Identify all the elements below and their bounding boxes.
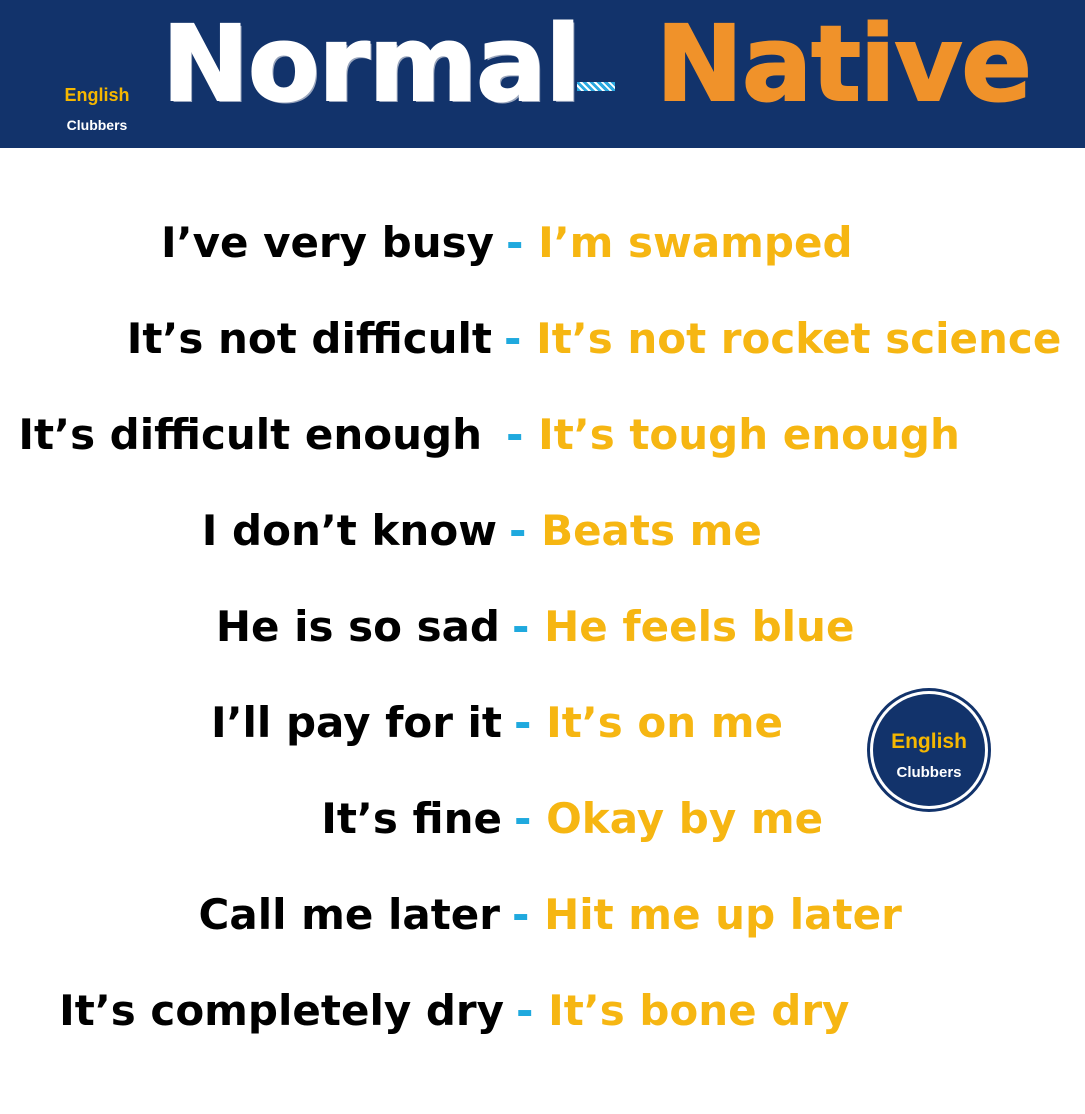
native-phrase: Hit me up later	[544, 890, 902, 939]
native-phrase: It’s on me	[546, 698, 783, 747]
normal-phrase: It’s completely dry	[59, 986, 504, 1035]
normal-phrase: I’ve very busy	[161, 218, 494, 267]
phrase-row: He is so sad - He feels blue	[0, 597, 1085, 657]
english-clubbers-badge: English Clubbers	[873, 694, 985, 806]
normal-phrase: He is so sad	[215, 602, 500, 651]
separator-dash: -	[506, 410, 524, 459]
badge-text-english: English	[891, 730, 967, 753]
title-dash-icon	[577, 82, 615, 91]
native-phrase: He feels blue	[544, 602, 855, 651]
normal-phrase: It’s fine	[321, 794, 502, 843]
native-phrase: I’m swamped	[538, 218, 853, 267]
brand-logo-english: English	[64, 85, 130, 105]
separator-dash: -	[509, 506, 527, 555]
phrase-row: It’s fine - Okay by me	[0, 789, 1085, 849]
separator-dash: -	[506, 218, 524, 267]
title-native: Native	[655, 3, 1033, 125]
native-phrase: It’s bone dry	[548, 986, 850, 1035]
title-normal: Normal	[161, 3, 582, 125]
separator-dash: -	[512, 602, 530, 651]
phrase-row: I’ll pay for it - It’s on me	[0, 693, 1085, 753]
phrase-row: It’s not difficult - It’s not rocket sci…	[0, 309, 1085, 369]
native-phrase: Okay by me	[546, 794, 824, 843]
separator-dash: -	[512, 890, 530, 939]
native-phrase: It’s tough enough	[538, 410, 960, 459]
normal-phrase: I don’t know	[201, 506, 497, 555]
separator-dash: -	[514, 698, 532, 747]
phrase-row: It’s difficult enough - It’s tough enoug…	[0, 405, 1085, 465]
phrase-row: Call me later - Hit me up later	[0, 885, 1085, 945]
native-phrase: It’s not rocket science	[536, 314, 1062, 363]
separator-dash: -	[504, 314, 522, 363]
brand-logo-clubbers: Clubbers	[66, 117, 128, 133]
badge-text-clubbers: Clubbers	[896, 764, 962, 781]
separator-dash: -	[516, 986, 534, 1035]
normal-phrase: Call me later	[198, 890, 500, 939]
separator-dash: -	[514, 794, 532, 843]
normal-phrase: I’ll pay for it	[210, 698, 502, 747]
phrase-row: I don’t know - Beats me	[0, 501, 1085, 561]
phrase-row: It’s completely dry - It’s bone dry	[0, 981, 1085, 1041]
native-phrase: Beats me	[541, 506, 762, 555]
header-banner: English Clubbers Normal Native	[0, 0, 1085, 148]
normal-phrase: It’s not difficult	[126, 314, 492, 363]
normal-phrase: It’s difficult enough	[18, 410, 482, 459]
phrase-row: I’ve very busy - I’m swamped	[0, 213, 1085, 273]
